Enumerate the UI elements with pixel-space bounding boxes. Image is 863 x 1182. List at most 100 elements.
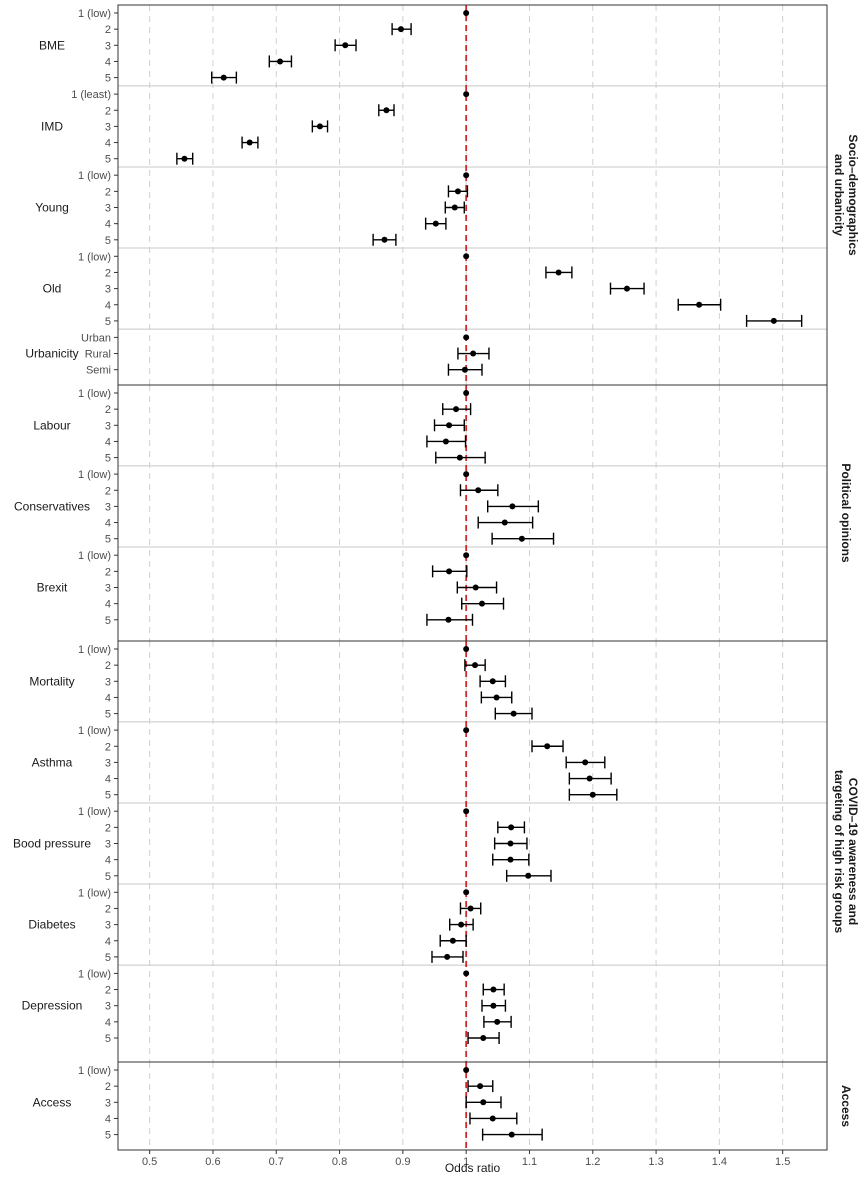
- panel-frame: [117, 640, 828, 1063]
- level-label: 4: [105, 138, 111, 150]
- x-tick-label: 1: [463, 1156, 469, 1168]
- odds-ratio-point: [508, 1131, 515, 1138]
- odds-ratio-point: [586, 775, 593, 782]
- odds-ratio-point: [463, 253, 470, 260]
- odds-ratio-point: [493, 694, 500, 701]
- group-label: Mortality: [29, 674, 74, 688]
- level-label: 2: [105, 822, 111, 834]
- odds-ratio-point: [397, 26, 404, 33]
- odds-ratio-point: [463, 334, 470, 341]
- strip-label: Access: [839, 1085, 853, 1127]
- level-label: 1 (low): [78, 725, 111, 737]
- level-label: 2: [105, 566, 111, 578]
- group-label: Conservatives: [14, 499, 90, 513]
- odds-ratio-point: [463, 10, 470, 16]
- level-label: 2: [105, 903, 111, 915]
- level-label: 1 (low): [78, 251, 111, 263]
- level-label: 5: [105, 316, 111, 328]
- odds-ratio-point: [463, 808, 470, 815]
- group-label: Labour: [33, 418, 70, 432]
- x-axis-title: Odds ratio: [445, 1161, 501, 1175]
- odds-ratio-point: [463, 1067, 470, 1073]
- odds-ratio-point: [316, 123, 323, 130]
- x-tick-label: 0.6: [205, 1156, 220, 1168]
- odds-ratio-point: [490, 1002, 497, 1009]
- group-label: BME: [39, 38, 65, 52]
- x-tick-label: 0.5: [142, 1156, 157, 1168]
- level-label: 1 (low): [78, 806, 111, 818]
- odds-ratio-point: [342, 42, 349, 49]
- odds-ratio-point: [489, 678, 496, 685]
- level-label: 3: [105, 583, 111, 595]
- odds-ratio-point: [445, 616, 452, 623]
- level-label: 3: [105, 1001, 111, 1013]
- level-label: 2: [105, 186, 111, 198]
- level-label: 3: [105, 757, 111, 769]
- odds-ratio-point: [458, 921, 465, 928]
- odds-ratio-point: [467, 905, 474, 912]
- panel-frame: [117, 4, 828, 386]
- odds-ratio-point: [381, 236, 388, 243]
- level-label: 4: [105, 774, 111, 786]
- level-label: 3: [105, 839, 111, 851]
- odds-ratio-point: [509, 503, 516, 510]
- level-label: 3: [105, 121, 111, 133]
- odds-ratio-point: [489, 1115, 496, 1122]
- group-label: Old: [43, 282, 62, 296]
- level-label: Urban: [81, 332, 111, 344]
- level-label: 4: [105, 219, 111, 231]
- odds-ratio-point: [463, 172, 470, 179]
- strip-label: targeting of high risk groups: [832, 770, 846, 934]
- level-label: 3: [105, 203, 111, 215]
- odds-ratio-point: [507, 840, 514, 847]
- odds-ratio-point: [461, 366, 468, 373]
- odds-ratio-point: [453, 406, 460, 413]
- odds-ratio-point: [770, 317, 777, 324]
- level-label: 1 (low): [78, 388, 111, 400]
- level-label: 5: [105, 709, 111, 721]
- level-label: 1 (low): [78, 8, 111, 20]
- level-label: 1 (low): [78, 1065, 111, 1077]
- level-label: 2: [105, 985, 111, 997]
- level-label: 1 (low): [78, 968, 111, 980]
- strip-label: Political opinions: [839, 463, 853, 563]
- level-label: Semi: [86, 365, 111, 377]
- level-label: 1 (low): [78, 170, 111, 182]
- x-tick-label: 1.2: [585, 1156, 600, 1168]
- level-label: 4: [105, 855, 111, 867]
- odds-ratio-point: [463, 552, 470, 559]
- level-label: 5: [105, 615, 111, 627]
- group-label: Access: [33, 1095, 72, 1109]
- level-label: 5: [105, 235, 111, 247]
- odds-ratio-point: [494, 1018, 501, 1025]
- group-label: Asthma: [32, 755, 73, 769]
- odds-ratio-point: [444, 953, 451, 960]
- odds-ratio-point: [555, 269, 562, 276]
- odds-ratio-point: [470, 350, 477, 357]
- odds-ratio-point: [510, 710, 517, 717]
- level-label: 2: [105, 660, 111, 672]
- odds-ratio-point: [544, 743, 551, 750]
- level-label: 1 (low): [78, 644, 111, 656]
- odds-ratio-point: [589, 791, 596, 798]
- odds-ratio-point: [480, 1035, 487, 1041]
- level-label: 5: [105, 1033, 111, 1045]
- odds-ratio-point: [383, 107, 390, 114]
- level-label: 5: [105, 1130, 111, 1142]
- level-label: 3: [105, 920, 111, 932]
- odds-ratio-point: [501, 519, 508, 526]
- x-tick-label: 1.4: [712, 1156, 727, 1168]
- level-label: 4: [105, 1017, 111, 1029]
- odds-ratio-point: [582, 759, 589, 766]
- odds-ratio-point: [463, 727, 470, 734]
- odds-ratio-point: [525, 872, 532, 879]
- odds-ratio-point: [463, 970, 470, 977]
- level-label: 3: [105, 420, 111, 432]
- group-label: Bood pressure: [13, 837, 91, 851]
- level-label: 2: [105, 741, 111, 753]
- odds-ratio-point: [446, 568, 453, 575]
- level-label: 2: [105, 105, 111, 117]
- odds-ratio-point: [449, 937, 456, 944]
- level-label: 1 (least): [71, 89, 111, 101]
- odds-ratio-point: [472, 584, 479, 591]
